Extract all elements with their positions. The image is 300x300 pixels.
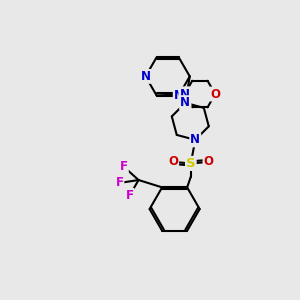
Text: F: F [120,160,128,173]
Text: N: N [174,89,184,102]
Text: O: O [210,88,220,100]
Text: S: S [186,157,196,170]
Text: F: F [116,176,123,190]
Text: N: N [180,88,190,100]
Text: F: F [126,189,134,202]
Text: O: O [203,155,214,168]
Text: N: N [190,134,200,146]
Text: N: N [180,96,190,110]
Text: N: N [180,96,190,110]
Text: N: N [141,70,151,83]
Text: O: O [168,155,178,168]
Text: N: N [180,88,190,100]
